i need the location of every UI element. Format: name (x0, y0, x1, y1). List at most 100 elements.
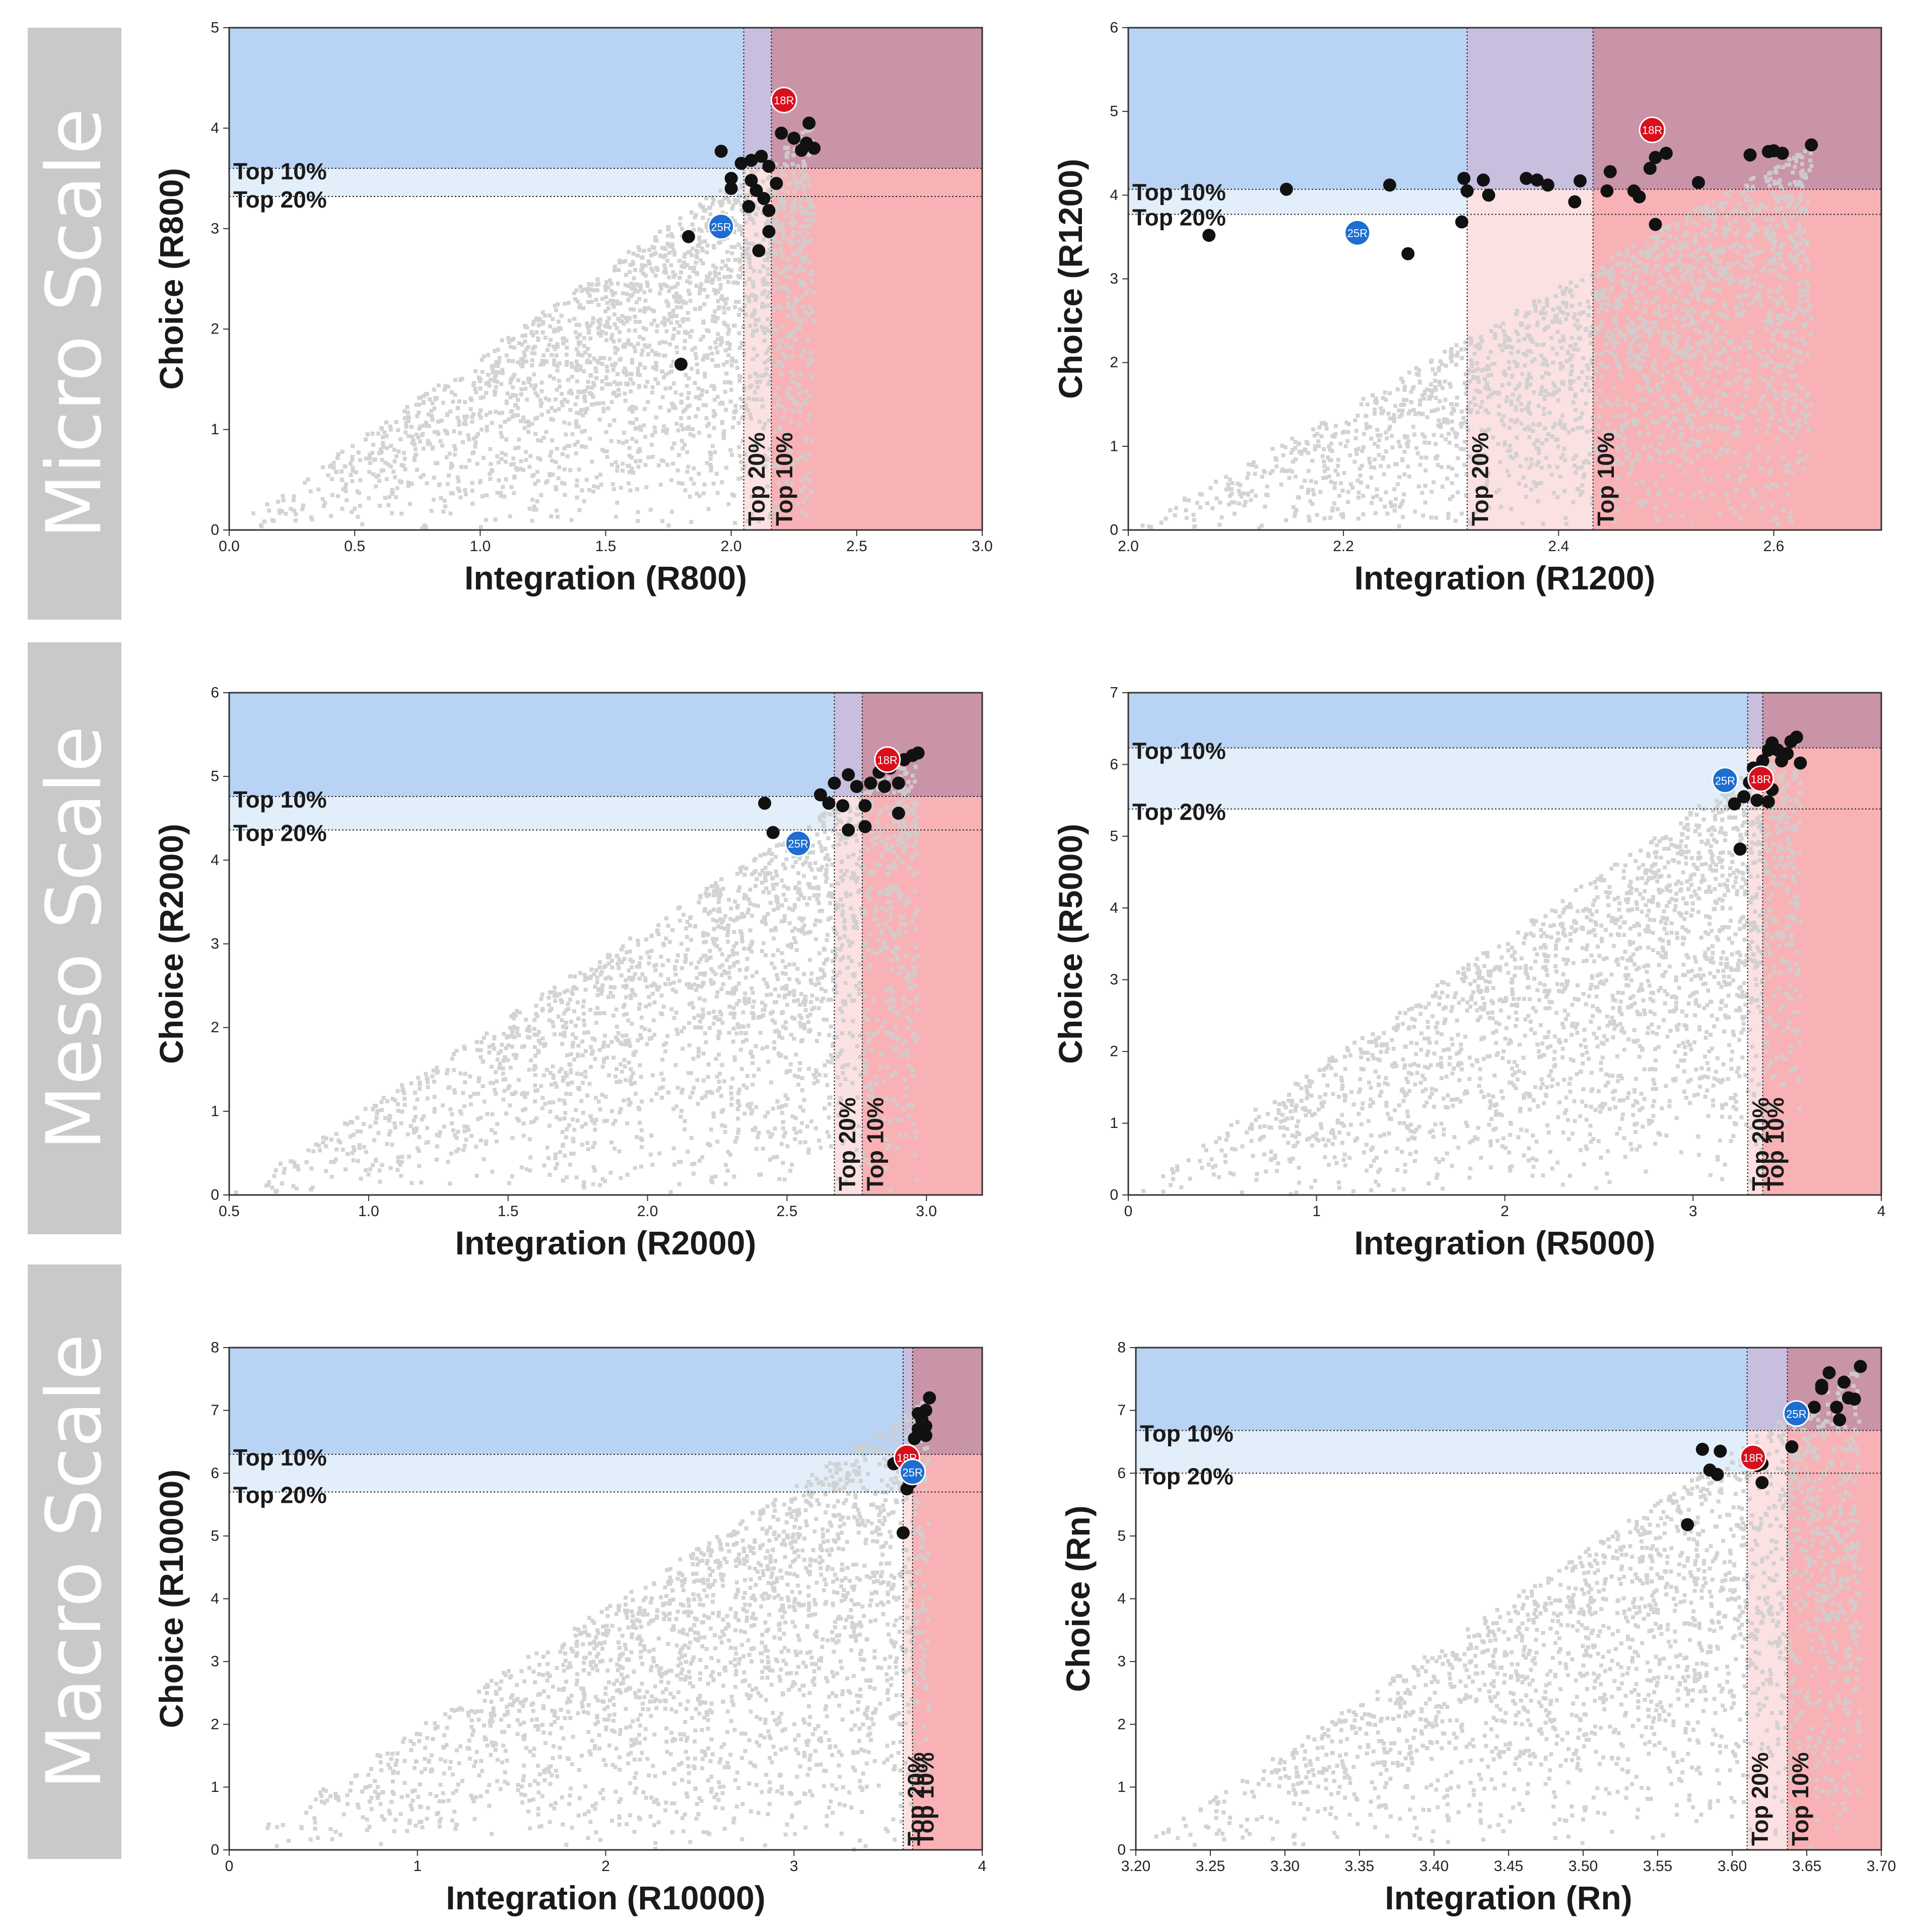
segment-cell (679, 423, 684, 428)
segment-cell (1293, 457, 1298, 461)
segment-cell (1732, 347, 1737, 352)
segment-cell (903, 922, 908, 926)
segment-cell (1539, 389, 1544, 393)
segment-cell (1306, 488, 1311, 492)
segment-cell (1490, 435, 1495, 439)
segment-cell (708, 346, 713, 350)
segment-cell (259, 523, 263, 527)
segment-cell (1761, 348, 1765, 352)
segment-cell (680, 227, 685, 231)
segment-cell (800, 295, 804, 299)
segment-cell (1760, 249, 1764, 253)
segment-cell (1729, 411, 1734, 416)
segment-cell (653, 274, 658, 278)
segment-cell (1645, 353, 1650, 357)
segment-cell (682, 300, 686, 305)
segment-cell (1725, 441, 1729, 445)
segment-cell (698, 258, 703, 262)
segment-cell (785, 485, 790, 489)
segment-cell (789, 345, 793, 350)
segment-cell (629, 343, 633, 347)
segment-cell (578, 332, 582, 337)
segment-cell (798, 372, 803, 376)
segment-cell (800, 280, 804, 285)
segment-cell (608, 382, 612, 386)
segment-cell (615, 394, 619, 398)
segment-cell (1789, 374, 1793, 378)
segment-cell (1436, 463, 1440, 468)
segment-cell (1729, 506, 1733, 510)
segment-cell (538, 362, 543, 367)
segment-cell (1425, 415, 1429, 420)
segment-cell (1740, 415, 1744, 420)
segment-cell (1381, 455, 1385, 459)
segment-cell (1411, 425, 1415, 429)
segment-cell (1550, 434, 1554, 439)
segment-cell (1676, 260, 1681, 265)
segment-cell (1637, 335, 1641, 339)
segment-cell (768, 174, 772, 179)
segment-cell (358, 458, 363, 462)
zone-blue-top10 (229, 28, 744, 169)
segment-cell (329, 514, 333, 518)
segment-cell (1723, 269, 1728, 274)
segment-cell (677, 258, 682, 263)
segment-cell (1653, 401, 1657, 406)
segment-cell (575, 440, 580, 444)
segment-cell (1784, 163, 1789, 167)
segment-cell (533, 417, 537, 421)
segment-cell (601, 407, 606, 411)
segment-cell (1639, 249, 1643, 254)
segment-cell (1690, 280, 1695, 284)
segment-cell (1601, 301, 1605, 306)
segment-cell (1718, 426, 1723, 431)
segment-cell (745, 408, 750, 413)
segment-cell (516, 360, 520, 365)
segment-cell (631, 259, 635, 264)
segment-cell (450, 491, 455, 496)
segment-cell (793, 147, 797, 152)
segment-cell (512, 475, 517, 480)
segment-cell (1641, 322, 1646, 327)
segment-cell (778, 426, 782, 431)
segment-cell (1656, 492, 1661, 497)
segment-cell (750, 314, 754, 318)
segment-cell (432, 430, 437, 434)
segment-cell (1514, 405, 1518, 410)
segment-cell (699, 240, 703, 244)
segment-cell (1392, 487, 1397, 491)
segment-cell (1656, 255, 1660, 259)
segment-cell (1641, 267, 1645, 272)
segment-cell (1663, 312, 1668, 317)
segment-cell (1592, 448, 1596, 453)
segment-cell (371, 472, 376, 477)
segment-cell (766, 382, 771, 386)
segment-cell (1524, 353, 1529, 358)
segment-cell (494, 1070, 498, 1075)
segment-cell (1401, 397, 1406, 402)
segment-cell (1701, 315, 1706, 319)
segment-cell (1401, 499, 1405, 503)
segment-cell (532, 507, 536, 512)
segment-cell (640, 265, 645, 270)
segment-cell (575, 395, 580, 399)
segment-cell (390, 492, 394, 496)
segment-cell (791, 223, 796, 228)
segment-cell (1450, 419, 1454, 424)
segment-cell (392, 459, 397, 463)
segment-cell (716, 363, 720, 368)
segment-cell (664, 329, 669, 334)
segment-cell (743, 249, 748, 254)
segment-cell (1504, 373, 1508, 377)
segment-cell (747, 277, 752, 282)
segment-cell (1192, 518, 1196, 522)
segment-cell (1775, 199, 1780, 204)
segment-cell (792, 203, 797, 207)
segment-cell (1746, 231, 1751, 236)
segment-cell (638, 308, 642, 313)
segment-cell (1744, 277, 1749, 281)
segment-cell (752, 445, 757, 450)
segment-cell (1400, 409, 1405, 413)
segment-cell (1384, 449, 1389, 454)
segment-cell (1779, 252, 1783, 256)
